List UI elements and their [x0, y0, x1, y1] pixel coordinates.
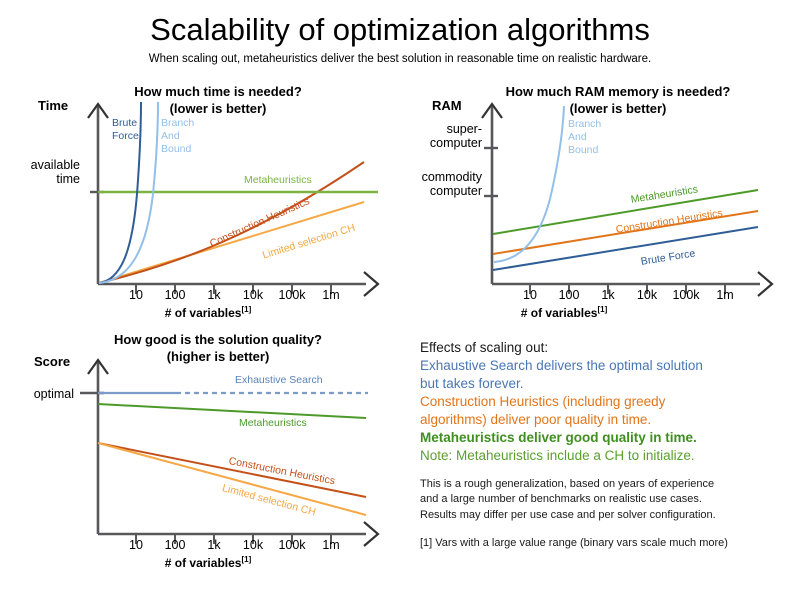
chart-ram-label-branch-and-bound: Branch And Bound — [568, 118, 602, 157]
chart-score-y-axis-name: Score — [34, 354, 71, 369]
notes-disclaimer-line-2: and a large number of benchmarks on real… — [420, 493, 702, 506]
notes-green-bold: Metaheuristics deliver good quality in t… — [420, 429, 697, 445]
notes-orange-line-1: Construction Heuristics (including greed… — [420, 393, 666, 409]
chart-time-ytick-available-time: available time — [30, 158, 80, 187]
chart-time-xtick-10: 10 — [129, 288, 143, 302]
chart-ram-xtick-10k: 10k — [636, 288, 658, 302]
chart-ram-plot — [481, 102, 774, 297]
chart-ram-ytick-commodity-computer: commodity computer — [421, 170, 482, 199]
chart-time-xtick-1k: 1k — [207, 288, 221, 302]
chart-ram-xtick-100k: 100k — [672, 288, 700, 302]
chart-ram: How much RAM memory is needed? (lower is… — [408, 84, 800, 329]
chart-score-xtick-1k: 1k — [207, 538, 221, 552]
chart-time-xtick-10k: 10k — [242, 288, 264, 302]
page-header: Scalability of optimization algorithms W… — [0, 0, 800, 65]
notes-blue-line-2: but takes forever. — [420, 375, 524, 391]
chart-time-x-axis-title: # of variables[1] — [164, 305, 252, 320]
chart-time-label-metaheuristics: Metaheuristics — [244, 174, 312, 186]
chart-score: How good is the solution quality? (highe… — [8, 332, 408, 592]
notes-heading: Effects of scaling out: — [420, 340, 549, 355]
chart-score-xtick-10: 10 — [129, 538, 143, 552]
chart-ram-xtick-1k: 1k — [601, 288, 615, 302]
chart-score-plot — [80, 358, 380, 547]
chart-score-ytick-optimal: optimal — [33, 387, 74, 401]
chart-ram-ytick-supercomputer: super- computer — [429, 122, 482, 151]
chart-score-x-axis-title: # of variables[1] — [164, 555, 252, 570]
page-subtitle: When scaling out, metaheuristics deliver… — [148, 52, 652, 65]
chart-score-xtick-100: 100 — [164, 538, 186, 552]
notes-spacer-1 — [420, 465, 800, 477]
chart-ram-y-axis-name: RAM — [432, 98, 462, 113]
chart-time-xtick-100: 100 — [164, 288, 186, 302]
chart-ram-x-axis-title: # of variables[1] — [520, 305, 608, 320]
notes-blue-line-1: Exhaustive Search delivers the optimal s… — [420, 357, 703, 373]
chart-score-label-exhaustive-search: Exhaustive Search — [235, 374, 323, 386]
chart-time-label-branch-and-bound: Branch And Bound — [161, 117, 195, 156]
notes-orange-line-2: algorithms) deliver poor quality in time… — [420, 411, 652, 427]
chart-score-xtick-10k: 10k — [242, 538, 264, 552]
chart-ram-xtick-100: 100 — [558, 288, 580, 302]
chart-time-plot — [87, 101, 380, 297]
chart-time-y-axis-name: Time — [38, 98, 69, 113]
chart-ram-xtick-10: 10 — [523, 288, 537, 302]
chart-score-xtick-100k: 100k — [278, 538, 306, 552]
notes-panel: Effects of scaling out: Exhaustive Searc… — [420, 339, 800, 594]
page-title: Scalability of optimization algorithms — [150, 12, 650, 47]
chart-time: How much time is needed? (lower is bette… — [8, 84, 408, 329]
chart-score-label-metaheuristics: Metaheuristics — [239, 417, 307, 429]
chart-ram-xtick-1m: 1m — [716, 288, 734, 302]
notes-disclaimer-line-3: Results may differ per use case and per … — [420, 508, 716, 521]
notes-spacer-2 — [420, 524, 800, 536]
chart-time-title: How much time is needed? (lower is bette… — [134, 84, 302, 116]
notes-footnote: [1] Vars with a large value range (binar… — [420, 536, 728, 549]
chart-ram-title: How much RAM memory is needed? (lower is… — [505, 84, 731, 116]
chart-time-xtick-100k: 100k — [278, 288, 306, 302]
notes-green-note: Note: Metaheuristics include a CH to ini… — [420, 447, 695, 463]
chart-score-title: How good is the solution quality? (highe… — [114, 332, 322, 364]
chart-score-xtick-1m: 1m — [322, 538, 340, 552]
notes-disclaimer-line-1: This is a rough generalization, based on… — [420, 477, 715, 490]
chart-time-xtick-1m: 1m — [322, 288, 340, 302]
charts-container: How much time is needed? (lower is bette… — [0, 84, 800, 600]
chart-time-label-brute-force: Brute Force — [112, 117, 139, 143]
